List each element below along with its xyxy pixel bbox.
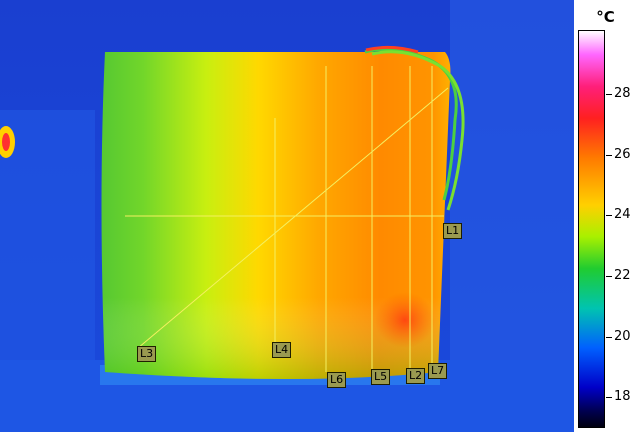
left-hot-object-core bbox=[2, 133, 10, 151]
plate-hot-region bbox=[375, 292, 435, 348]
cable-hot bbox=[365, 45, 419, 54]
scale-tick-label: 18 bbox=[614, 389, 631, 404]
scale-tick-label: 28 bbox=[614, 86, 631, 101]
marker-label-l6[interactable]: L6 bbox=[327, 372, 347, 388]
thermal-svg bbox=[0, 0, 574, 432]
marker-label-l4[interactable]: L4 bbox=[272, 342, 292, 358]
scale-tick bbox=[606, 94, 612, 95]
cable-2 bbox=[371, 50, 465, 211]
scale-unit-label: °C bbox=[596, 8, 615, 26]
marker-label-l1[interactable]: L1 bbox=[443, 223, 463, 239]
line-l3[interactable] bbox=[137, 87, 449, 349]
measurement-lines bbox=[125, 66, 449, 372]
marker-label-l3[interactable]: L3 bbox=[137, 346, 157, 362]
scale-tick bbox=[606, 337, 612, 338]
right-object-region bbox=[450, 0, 574, 380]
color-bar bbox=[578, 30, 605, 428]
marker-label-l5[interactable]: L5 bbox=[371, 369, 391, 385]
scale-tick-label: 26 bbox=[614, 147, 631, 162]
marker-label-l7[interactable]: L7 bbox=[428, 363, 448, 379]
scale-tick bbox=[606, 215, 612, 216]
cable-1 bbox=[364, 47, 458, 201]
temperature-scale: °C 28 26 24 22 20 18 bbox=[574, 0, 637, 432]
left-wall-region bbox=[0, 110, 95, 370]
marker-label-l2[interactable]: L2 bbox=[406, 368, 426, 384]
scale-tick bbox=[606, 276, 612, 277]
scale-tick-label: 24 bbox=[614, 207, 631, 222]
scale-tick-label: 20 bbox=[614, 329, 631, 344]
thermal-image[interactable]: L1 L2 L3 L4 L5 L6 L7 bbox=[0, 0, 574, 432]
scale-tick bbox=[606, 155, 612, 156]
scale-tick-label: 22 bbox=[614, 268, 631, 283]
scale-tick bbox=[606, 397, 612, 398]
